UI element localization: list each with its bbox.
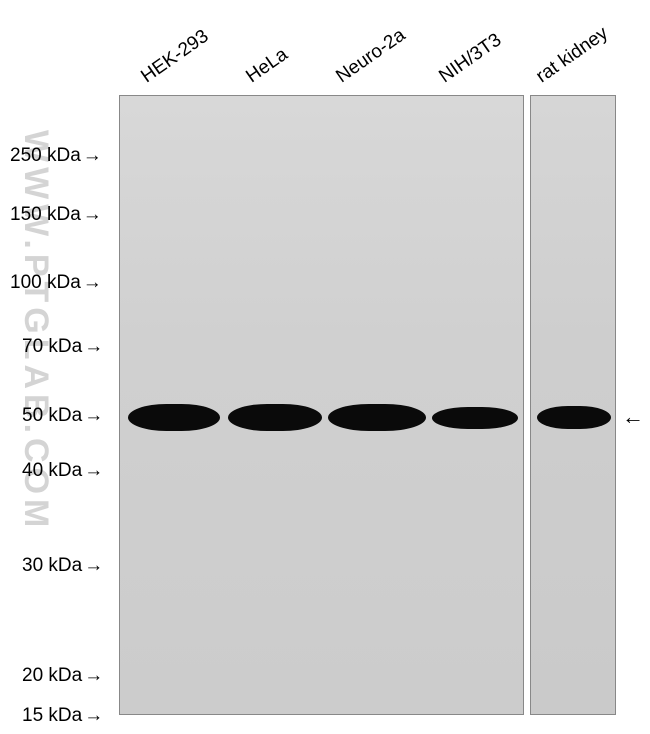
lane-label-2: HeLa xyxy=(242,44,292,88)
mw-label-50: 50 kDa→ xyxy=(22,405,103,427)
blot-figure: WWW.PTGLAB.COM HEK-293 HeLa Neuro-2a NIH… xyxy=(0,0,650,734)
mw-label-150: 150 kDa→ xyxy=(10,204,102,226)
lane-label-4: NIH/3T3 xyxy=(435,29,506,88)
mw-text: 20 kDa xyxy=(22,665,82,686)
mw-label-100: 100 kDa→ xyxy=(10,272,102,294)
arrow-icon: → xyxy=(84,460,103,482)
mw-text: 70 kDa xyxy=(22,336,82,357)
mw-label-30: 30 kDa→ xyxy=(22,555,103,577)
mw-text: 40 kDa xyxy=(22,460,82,481)
band-lane-2 xyxy=(228,404,322,431)
band-lane-4 xyxy=(432,407,518,429)
mw-label-70: 70 kDa→ xyxy=(22,336,103,358)
arrow-icon: → xyxy=(83,204,102,226)
arrow-icon: → xyxy=(84,405,103,427)
band-lane-5 xyxy=(537,406,611,429)
arrow-icon: → xyxy=(84,705,103,727)
mw-text: 15 kDa xyxy=(22,705,82,726)
mw-label-15: 15 kDa→ xyxy=(22,705,103,727)
mw-text: 50 kDa xyxy=(22,405,82,426)
band-lane-3 xyxy=(328,404,426,431)
mw-label-250: 250 kDa→ xyxy=(10,145,102,167)
lane-labels: HEK-293 HeLa Neuro-2a NIH/3T3 rat kidney xyxy=(0,0,650,100)
lane-label-3: Neuro-2a xyxy=(332,25,410,88)
mw-text: 250 kDa xyxy=(10,145,81,166)
gel-panel-2 xyxy=(530,95,616,715)
mw-label-40: 40 kDa→ xyxy=(22,460,103,482)
mw-label-20: 20 kDa→ xyxy=(22,665,103,687)
lane-label-1: HEK-293 xyxy=(137,26,213,88)
arrow-icon: → xyxy=(84,665,103,687)
target-arrow-icon: ← xyxy=(622,404,644,430)
band-lane-1 xyxy=(128,404,220,431)
arrow-icon: → xyxy=(83,272,102,294)
gel-gap xyxy=(524,94,530,716)
mw-text: 100 kDa xyxy=(10,272,81,293)
arrow-icon: → xyxy=(83,145,102,167)
lane-label-5: rat kidney xyxy=(532,23,612,88)
arrow-icon: → xyxy=(84,555,103,577)
mw-text: 30 kDa xyxy=(22,555,82,576)
arrow-icon: → xyxy=(84,336,103,358)
mw-text: 150 kDa xyxy=(10,204,81,225)
